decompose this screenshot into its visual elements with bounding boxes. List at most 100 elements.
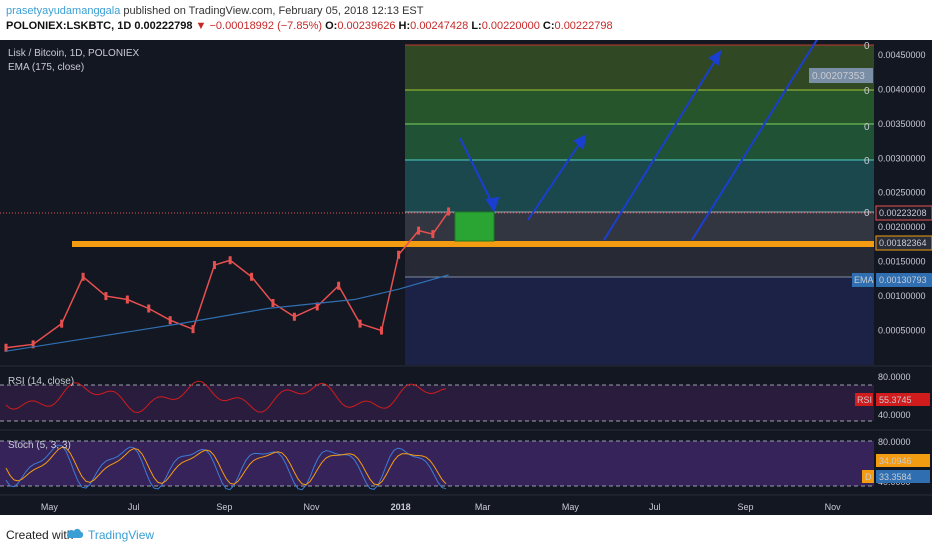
rsi-line: [5, 380, 447, 414]
last-price-value: 0.00223208: [879, 208, 927, 218]
price-box-value: 0.00207353: [812, 71, 865, 82]
price-point: [315, 302, 319, 311]
arrow-up-3: [691, 40, 818, 241]
price-point: [250, 272, 254, 281]
author-link[interactable]: prasetyayudamanggala: [6, 5, 121, 17]
rsi-band: [0, 385, 874, 421]
tradingview-cloud-icon: [66, 528, 84, 538]
price-line: [5, 211, 450, 349]
price-point: [212, 261, 216, 270]
tradingview-link[interactable]: TradingView: [88, 528, 155, 542]
open-label: O:: [325, 20, 338, 32]
stoch-band: [0, 441, 874, 486]
stoch-k-line: [5, 444, 447, 491]
stoch-tick-80: 80.0000: [878, 437, 911, 447]
fib-zone-7: [405, 277, 874, 365]
x-ticks-group: May Jul Sep Nov 2018 Mar May Jul Sep Nov: [41, 502, 841, 512]
fib-label-5: 0: [864, 208, 870, 219]
support-value: 0.00182364: [879, 238, 927, 248]
x-tick-label: Sep: [738, 502, 754, 512]
price-series-group: [4, 207, 451, 352]
price-point: [292, 312, 296, 321]
x-tick-label: May: [562, 502, 580, 512]
open-value: 0.00239626: [337, 20, 396, 32]
fib-label-3: 0: [864, 122, 870, 133]
x-tick-label: 2018: [391, 502, 411, 512]
price-point: [125, 295, 129, 304]
stoch-d-tag-badge: [862, 470, 874, 483]
low-value: 0.00220000: [481, 20, 540, 32]
fib-zone-6: [405, 245, 874, 277]
stoch-d-tag: D: [865, 472, 872, 482]
ema-pane-subtitle: EMA (175, close): [8, 62, 84, 73]
target-box[interactable]: [454, 211, 495, 242]
price-point: [417, 226, 421, 235]
ema-line: [5, 274, 449, 352]
chart-svg[interactable]: 0 0 0 0 0 0 Lisk / Bitcoin, 1D, POLONIEX…: [0, 40, 932, 515]
stoch-title: Stoch (5, 3, 3): [8, 440, 71, 451]
footer: Created with TradingView: [0, 515, 932, 550]
arrow-up-2: [603, 55, 719, 241]
price-point: [191, 325, 195, 334]
support-badge: [875, 235, 932, 251]
price-point: [379, 326, 383, 335]
rsi-tick-80: 80.0000: [878, 372, 911, 382]
ema-value: 0.00130793: [879, 275, 927, 285]
x-tick-label: Jul: [128, 502, 140, 512]
y-tick-label: 0.00150000: [878, 257, 926, 267]
y-tick-label: 0.00250000: [878, 188, 926, 198]
price-pane-title: Lisk / Bitcoin, 1D, POLONIEX: [8, 48, 139, 59]
fib-zone-1: [405, 45, 874, 90]
rsi-tick-40: 40.0000: [878, 410, 911, 420]
last-price-badge: [875, 205, 932, 221]
price-point: [358, 319, 362, 328]
fib-label-1: 0: [864, 41, 870, 52]
down-arrow-icon: ▼: [195, 20, 207, 32]
high-label: H:: [398, 20, 411, 32]
x-tick-label: Mar: [475, 502, 491, 512]
fib-label-2: 0: [864, 86, 870, 97]
price-point: [60, 319, 64, 328]
ema-tag-badge: [852, 273, 874, 287]
price-point: [431, 230, 435, 239]
created-with-label: Created with: [6, 528, 74, 542]
price-change: −0.00018992 (−7.85%): [209, 20, 323, 32]
x-tick-label: Nov: [304, 502, 321, 512]
price-point: [4, 343, 8, 352]
y-tick-label: 0.00100000: [878, 291, 926, 301]
price-point: [147, 304, 151, 313]
fib-label-4: 0: [864, 156, 870, 167]
x-tick-label: Sep: [216, 502, 232, 512]
y-ticks-group: 0.00450000 0.00400000 0.00350000 0.00300000…: [878, 50, 926, 336]
stoch-d-value: 33.3584: [879, 472, 912, 482]
price-point: [31, 340, 35, 349]
x-tick-label: May: [41, 502, 59, 512]
price-box-badge: [809, 68, 873, 83]
y-tick-label: 0.00300000: [878, 153, 926, 163]
stoch-d-badge: [876, 470, 930, 483]
arrow-head-up-2: [708, 50, 722, 66]
symbol-label: POLONIEX:LSKBTC, 1D: [6, 20, 132, 32]
y-tick-label: 0.00350000: [878, 119, 926, 129]
stoch-d-line: [5, 446, 447, 486]
rsi-title: RSI (14, close): [8, 376, 74, 387]
high-value: 0.00247428: [410, 20, 469, 32]
fib-zone-2: [405, 90, 874, 124]
fib-zone-3: [405, 124, 874, 160]
publish-info: prasetyayudamanggala published on Tradin…: [6, 5, 423, 17]
ohlc-line: POLONIEX:LSKBTC, 1D 0.00222798 ▼ −0.0001…: [6, 20, 613, 32]
stoch-k-badge: [876, 454, 930, 467]
rsi-tag: RSI: [857, 395, 872, 405]
support-line[interactable]: [72, 241, 874, 247]
arrow-head-down-1: [485, 196, 500, 213]
stoch-k-value: 34.0946: [879, 456, 912, 466]
chart-header: prasetyayudamanggala published on Tradin…: [0, 0, 932, 40]
arrow-down-1: [459, 137, 495, 208]
x-tick-label: Jul: [649, 502, 661, 512]
y-tick-label: 0.00400000: [878, 84, 926, 94]
y-tick-label: 0.00450000: [878, 50, 926, 60]
price-point: [337, 281, 341, 290]
y-tick-label: 0.00200000: [878, 222, 926, 232]
y-tick-label: 0.00050000: [878, 326, 926, 336]
arrow-head-up-1: [573, 134, 587, 150]
